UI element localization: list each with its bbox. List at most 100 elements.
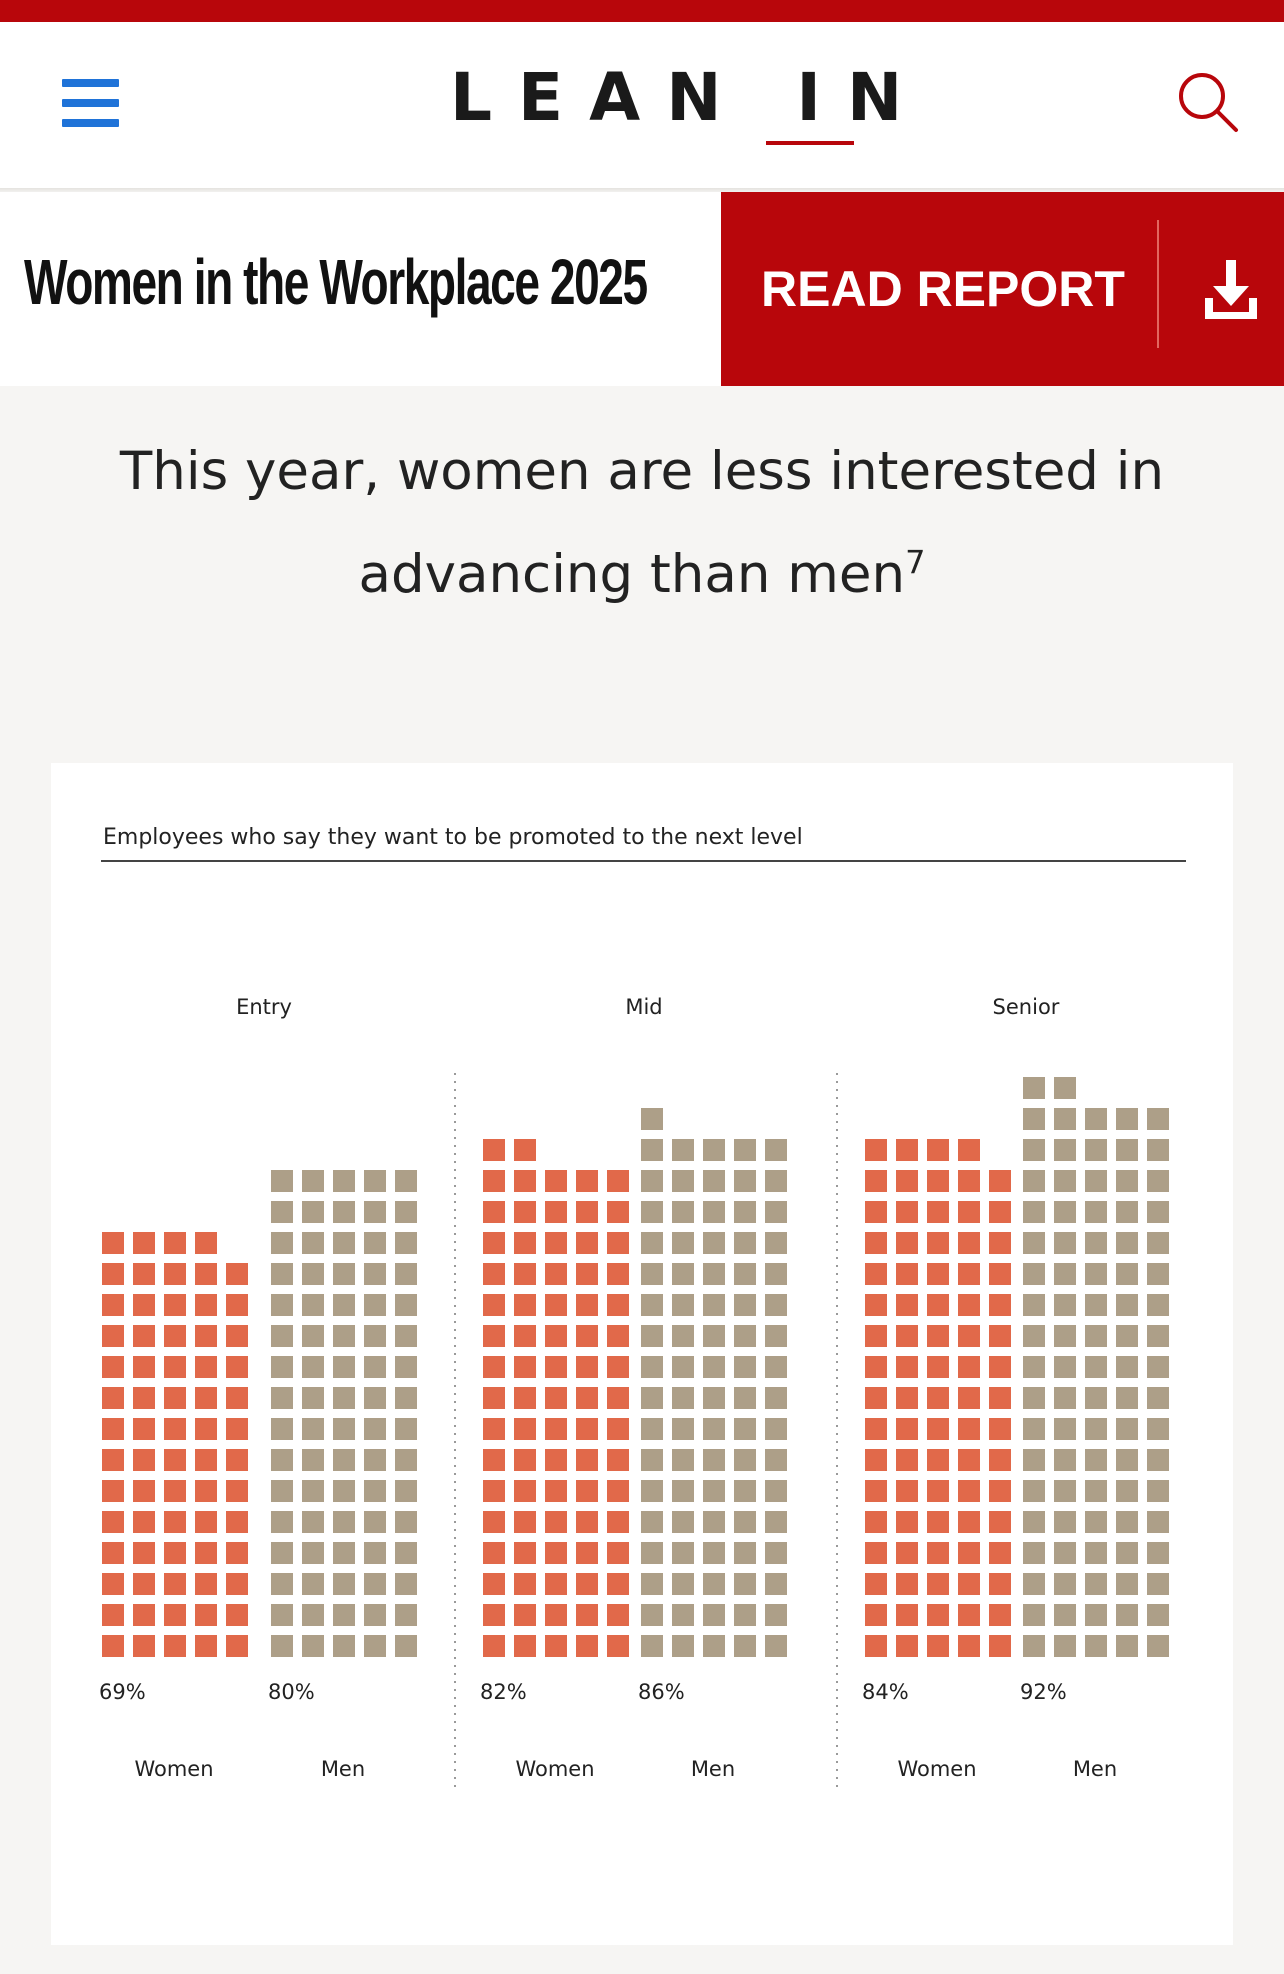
menu-line — [62, 119, 119, 127]
download-icon[interactable] — [1199, 256, 1263, 322]
waffle-square — [302, 1573, 324, 1595]
waffle-square — [1116, 1232, 1138, 1254]
waffle-square — [483, 1449, 505, 1471]
waffle-square — [483, 1542, 505, 1564]
waffle-square — [734, 1480, 756, 1502]
waffle-square — [734, 1232, 756, 1254]
waffle-square — [1116, 1480, 1138, 1502]
footnote-marker[interactable]: 7 — [905, 543, 926, 582]
waffle-square — [483, 1604, 505, 1626]
waffle-square — [765, 1387, 787, 1409]
waffle-square — [734, 1573, 756, 1595]
waffle-square — [865, 1170, 887, 1192]
waffle-square — [765, 1635, 787, 1657]
waffle-square — [672, 1480, 694, 1502]
waffle-square — [672, 1604, 694, 1626]
waffle-square — [865, 1232, 887, 1254]
waffle-square — [1116, 1387, 1138, 1409]
waffle-square — [1085, 1263, 1107, 1285]
waffle-square — [672, 1542, 694, 1564]
waffle-square — [607, 1449, 629, 1471]
waffle-square — [514, 1480, 536, 1502]
search-icon[interactable] — [1176, 70, 1240, 134]
waffle-square — [483, 1170, 505, 1192]
waffle-square — [607, 1418, 629, 1440]
waffle-square — [1147, 1139, 1169, 1161]
waffle-square — [734, 1604, 756, 1626]
waffle-square — [102, 1573, 124, 1595]
group-label: Senior — [993, 995, 1060, 1019]
waffle-square — [302, 1232, 324, 1254]
site-header: LEAN IN — [0, 22, 1284, 192]
waffle-square — [102, 1480, 124, 1502]
waffle-square — [302, 1387, 324, 1409]
waffle-square — [865, 1325, 887, 1347]
waffle-square — [1054, 1294, 1076, 1316]
waffle-square — [133, 1635, 155, 1657]
waffle-square — [395, 1449, 417, 1471]
read-report-button[interactable]: READ REPORT — [721, 192, 1284, 386]
waffle-square — [226, 1511, 248, 1533]
waffle-square — [545, 1201, 567, 1223]
waffle-square — [226, 1325, 248, 1347]
waffle-square — [514, 1139, 536, 1161]
waffle-square — [226, 1480, 248, 1502]
waffle-square — [395, 1232, 417, 1254]
waffle-square — [672, 1263, 694, 1285]
chart-title: Employees who say they want to be promot… — [103, 825, 803, 850]
waffle-square — [989, 1201, 1011, 1223]
waffle-square — [896, 1635, 918, 1657]
waffle-square — [1054, 1139, 1076, 1161]
waffle-square — [896, 1511, 918, 1533]
waffle-square — [576, 1449, 598, 1471]
waffle-square — [958, 1139, 980, 1161]
waffle-square — [1147, 1325, 1169, 1347]
waffle-square — [271, 1511, 293, 1533]
waffle-square — [765, 1542, 787, 1564]
waffle-square — [133, 1604, 155, 1626]
waffle-square — [164, 1573, 186, 1595]
waffle-square — [927, 1604, 949, 1626]
waffle-square — [1147, 1108, 1169, 1130]
waffle-square — [1085, 1387, 1107, 1409]
waffle-square — [226, 1635, 248, 1657]
waffle-square — [333, 1418, 355, 1440]
waffle-square — [607, 1480, 629, 1502]
waffle-square — [483, 1573, 505, 1595]
waffle-square — [765, 1325, 787, 1347]
waffle-square — [989, 1573, 1011, 1595]
waffle-square — [514, 1449, 536, 1471]
waffle-square — [672, 1418, 694, 1440]
waffle-square — [483, 1387, 505, 1409]
waffle-square — [1023, 1511, 1045, 1533]
waffle-square — [607, 1325, 629, 1347]
waffle-square — [576, 1294, 598, 1316]
waffle-square — [1054, 1387, 1076, 1409]
waffle-square — [164, 1480, 186, 1502]
waffle-square — [545, 1325, 567, 1347]
waffle-square — [927, 1294, 949, 1316]
waffle-square — [734, 1356, 756, 1378]
waffle-square — [545, 1542, 567, 1564]
menu-line — [62, 79, 119, 87]
waffle-square — [1085, 1232, 1107, 1254]
waffle-square — [102, 1511, 124, 1533]
waffle-square — [133, 1480, 155, 1502]
waffle-square — [641, 1542, 663, 1564]
waffle-square — [672, 1139, 694, 1161]
waffle-square — [195, 1263, 217, 1285]
waffle-square — [927, 1263, 949, 1285]
waffle-square — [734, 1542, 756, 1564]
waffle-square — [333, 1387, 355, 1409]
waffle-square — [865, 1635, 887, 1657]
site-logo[interactable]: LEAN IN — [450, 59, 929, 136]
waffle-square — [765, 1294, 787, 1316]
waffle-square — [958, 1511, 980, 1533]
waffle-square — [133, 1573, 155, 1595]
waffle-square — [641, 1170, 663, 1192]
hamburger-menu-icon[interactable] — [62, 79, 119, 127]
waffle-square — [333, 1542, 355, 1564]
waffle-square — [958, 1263, 980, 1285]
waffle-square — [395, 1542, 417, 1564]
waffle-square — [364, 1511, 386, 1533]
